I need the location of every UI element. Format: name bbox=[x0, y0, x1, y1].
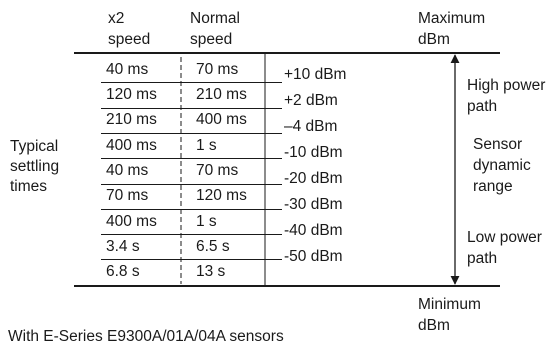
footer-caption: With E-Series E9300A/01A/04A sensors bbox=[8, 328, 284, 345]
low-power-path-label-line2: path bbox=[467, 250, 498, 267]
table-row-5-normal: 70 ms bbox=[196, 162, 239, 179]
minimum-dbm-label-line2: dBm bbox=[418, 317, 450, 334]
dbm-level-6: -30 dBm bbox=[284, 196, 343, 213]
table-row-9-normal: 13 s bbox=[196, 263, 226, 280]
table-row-5-x2: 40 ms bbox=[106, 162, 149, 179]
high-power-path-label-line1: High power bbox=[467, 77, 546, 94]
typical-settling-times-label-line1: Typical bbox=[10, 138, 59, 155]
table-row-2-x2: 120 ms bbox=[106, 86, 157, 103]
dbm-level-5: -20 dBm bbox=[284, 170, 343, 187]
dbm-level-8: -50 dBm bbox=[284, 248, 343, 265]
table-row-1-normal: 70 ms bbox=[196, 61, 239, 78]
high-power-path-label-line2: path bbox=[467, 98, 498, 115]
table-row-7-x2: 400 ms bbox=[106, 213, 157, 230]
table-row-2-normal: 210 ms bbox=[196, 86, 247, 103]
table-row-7-normal: 1 s bbox=[196, 213, 217, 230]
maximum-dbm-header-line1: Maximum bbox=[418, 10, 486, 27]
typical-settling-times-label-line2: settling bbox=[10, 158, 60, 175]
table-row-8-normal: 6.5 s bbox=[196, 238, 230, 255]
minimum-dbm-label-line1: Minimum bbox=[418, 296, 481, 313]
sensor-dynamic-range-label-line1: Sensor bbox=[473, 136, 523, 153]
sensor-dynamic-range-label-line2: dynamic bbox=[473, 157, 531, 174]
maximum-dbm-header-line2: dBm bbox=[418, 31, 450, 48]
table-row-6-x2: 70 ms bbox=[106, 187, 149, 204]
dbm-level-3: –4 dBm bbox=[284, 118, 338, 135]
table-row-4-x2: 400 ms bbox=[106, 137, 157, 154]
dbm-level-2: +2 dBm bbox=[284, 92, 338, 109]
normal-speed-header-line1: Normal bbox=[190, 10, 240, 27]
dbm-level-4: -10 dBm bbox=[284, 144, 343, 161]
dbm-level-1: +10 dBm bbox=[284, 66, 347, 83]
table-row-4-normal: 1 s bbox=[196, 137, 217, 154]
table-row-9-x2: 6.8 s bbox=[106, 263, 140, 280]
typical-settling-times-label-line3: times bbox=[10, 178, 48, 195]
table-row-3-normal: 400 ms bbox=[196, 111, 247, 128]
table-row-3-x2: 210 ms bbox=[106, 111, 157, 128]
sensor-dynamic-range-label-line3: range bbox=[473, 178, 513, 195]
table-row-6-normal: 120 ms bbox=[196, 187, 247, 204]
low-power-path-label-line1: Low power bbox=[467, 229, 542, 246]
table-row-8-x2: 3.4 s bbox=[106, 238, 140, 255]
normal-speed-header-line2: speed bbox=[190, 31, 233, 48]
x2-speed-header-line2: speed bbox=[108, 31, 151, 48]
x2-speed-header-line1: x2 bbox=[108, 10, 125, 27]
dbm-level-7: -40 dBm bbox=[284, 222, 343, 239]
table-row-1-x2: 40 ms bbox=[106, 61, 149, 78]
